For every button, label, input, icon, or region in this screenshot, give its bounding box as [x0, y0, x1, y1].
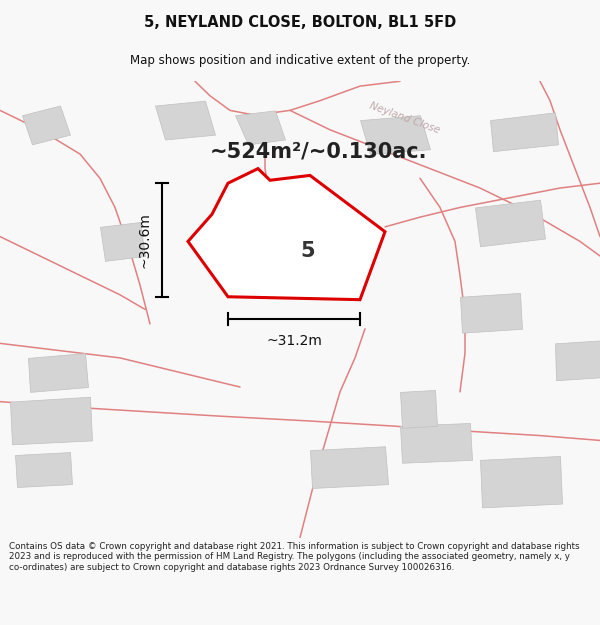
Polygon shape — [188, 169, 385, 299]
Text: ~30.6m: ~30.6m — [138, 212, 152, 268]
Text: ~31.2m: ~31.2m — [266, 334, 322, 348]
Text: Neyland Close: Neyland Close — [368, 101, 442, 136]
Text: Contains OS data © Crown copyright and database right 2021. This information is : Contains OS data © Crown copyright and d… — [9, 542, 580, 572]
Text: ~524m²/~0.130ac.: ~524m²/~0.130ac. — [210, 141, 427, 161]
Text: 5, NEYLAND CLOSE, BOLTON, BL1 5FD: 5, NEYLAND CLOSE, BOLTON, BL1 5FD — [144, 15, 456, 30]
Text: Map shows position and indicative extent of the property.: Map shows position and indicative extent… — [130, 54, 470, 68]
Text: 5: 5 — [301, 241, 316, 261]
